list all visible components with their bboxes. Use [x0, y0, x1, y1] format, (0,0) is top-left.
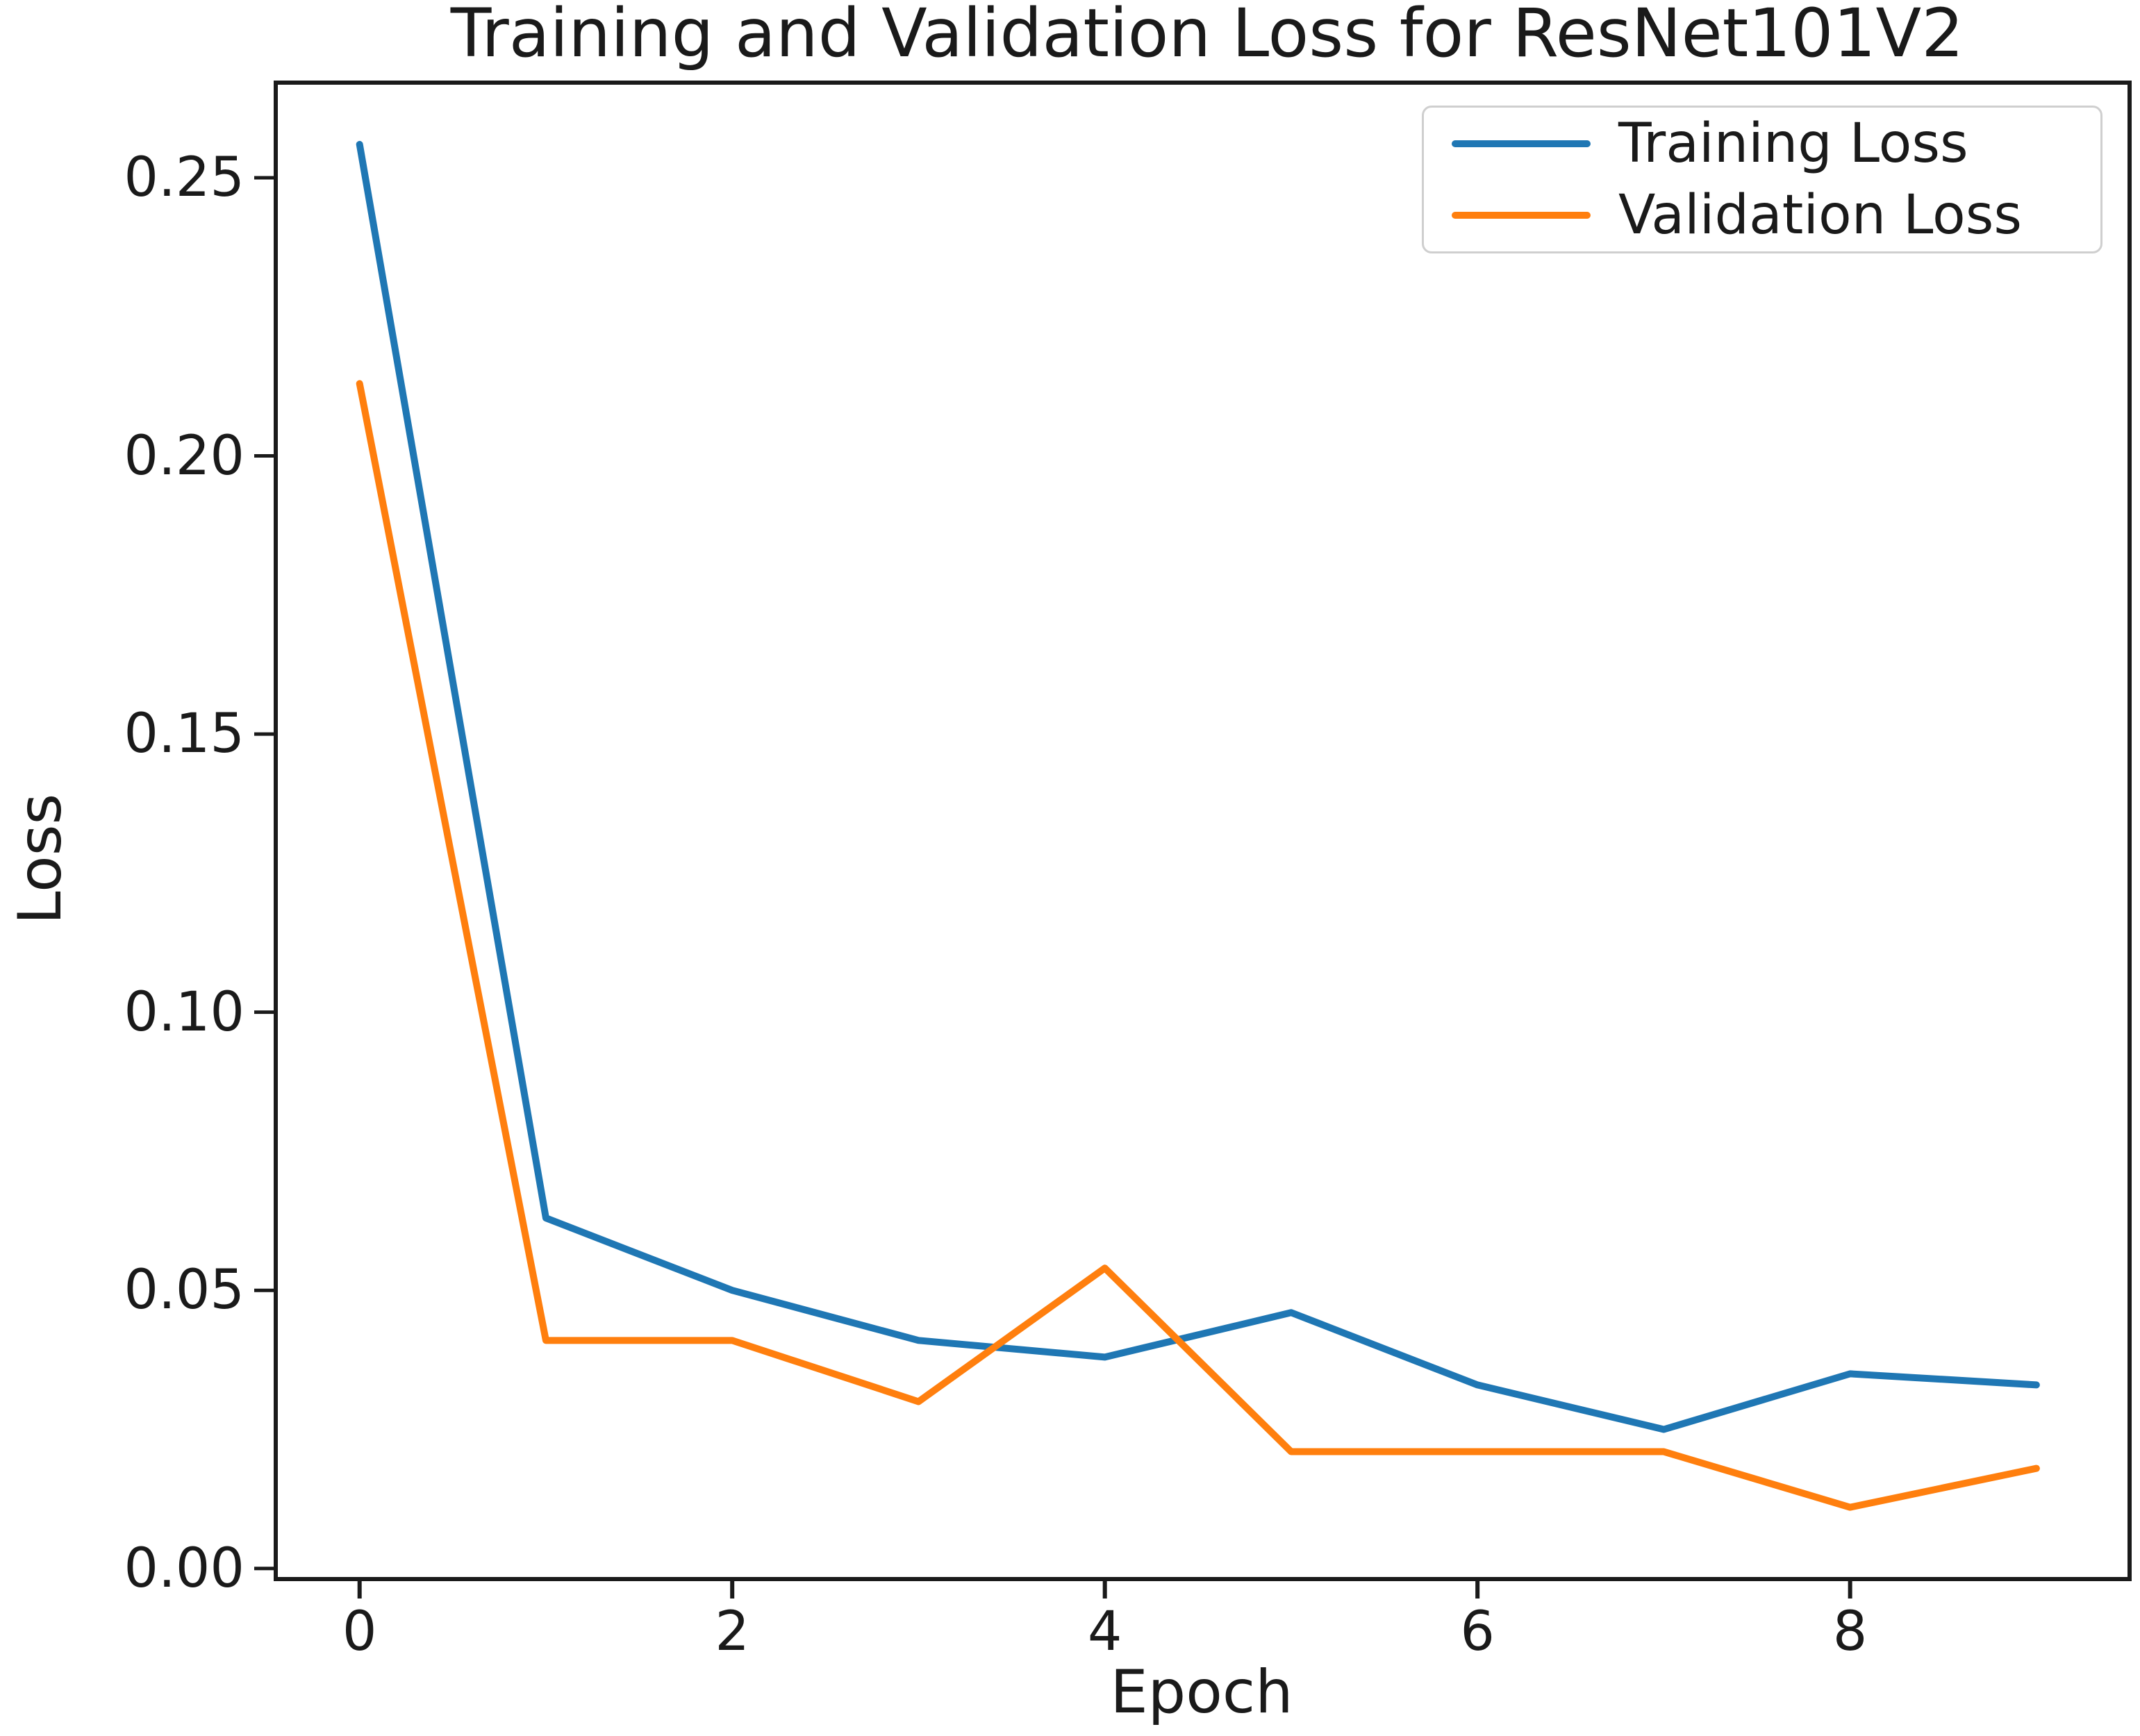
x-tick-label: 0 — [342, 1601, 377, 1663]
x-tick-label: 4 — [1087, 1601, 1122, 1663]
legend-entry-training: Training Loss — [1424, 112, 2100, 176]
legend-line-validation-icon — [1452, 211, 1591, 219]
legend-label-training: Training Loss — [1618, 112, 1968, 176]
legend-label-validation: Validation Loss — [1618, 183, 2023, 247]
x-axis-label: Epoch — [1110, 1658, 1293, 1727]
y-tick-label: 0.05 — [124, 1259, 244, 1322]
chart-title: Training and Validation Loss for ResNet1… — [450, 0, 1964, 72]
y-axis-label: Loss — [6, 793, 75, 925]
y-tick-label: 0.00 — [124, 1537, 244, 1600]
x-tick-label: 2 — [715, 1601, 749, 1663]
x-tick-label: 6 — [1460, 1601, 1495, 1663]
plot-border — [274, 81, 2132, 1581]
legend-line-training-icon — [1452, 140, 1591, 148]
y-tick-label: 0.20 — [124, 424, 244, 487]
y-tick-label: 0.10 — [124, 980, 244, 1044]
x-tick-label: 8 — [1832, 1601, 1868, 1663]
legend-entry-validation: Validation Loss — [1424, 183, 2100, 248]
y-tick-label: 0.25 — [124, 146, 244, 209]
validation-loss-line — [356, 380, 2040, 1511]
legend: Training Loss Validation Loss — [1422, 106, 2102, 253]
y-tick-label: 0.15 — [124, 703, 244, 766]
training-loss-line — [356, 140, 2040, 1433]
